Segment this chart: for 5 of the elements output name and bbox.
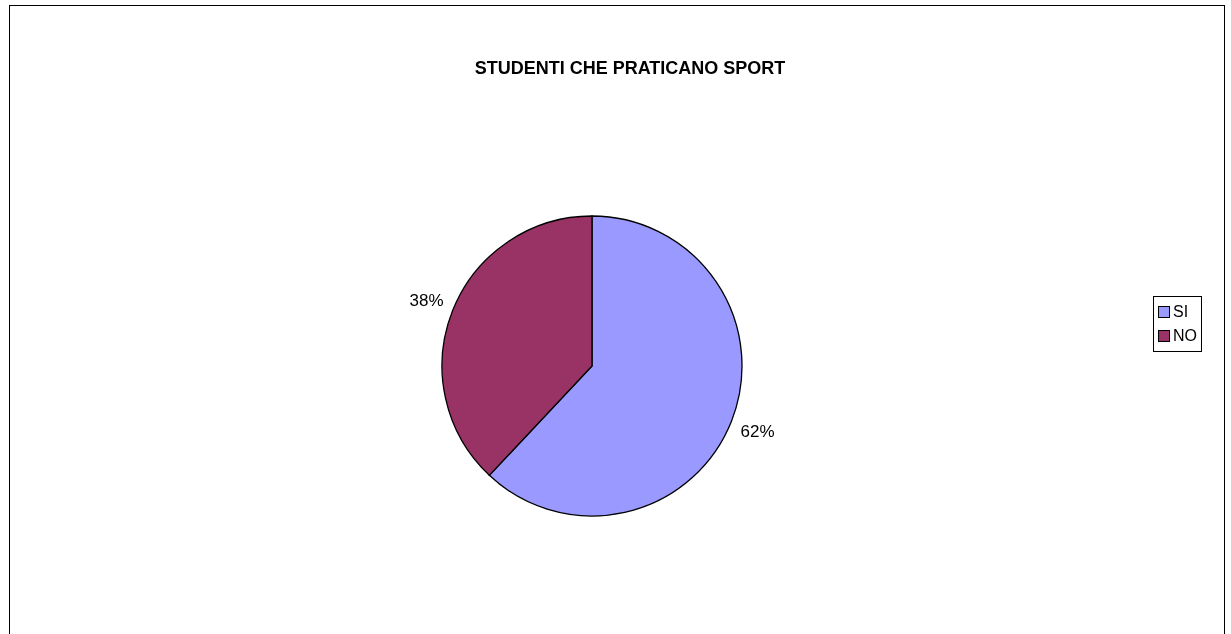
legend-label: NO [1173, 327, 1197, 345]
data-label: 62% [740, 422, 775, 442]
data-label: 38% [409, 290, 444, 310]
legend-label: SI [1173, 303, 1189, 321]
chart-title: STUDENTI CHE PRATICANO SPORT [473, 58, 787, 79]
